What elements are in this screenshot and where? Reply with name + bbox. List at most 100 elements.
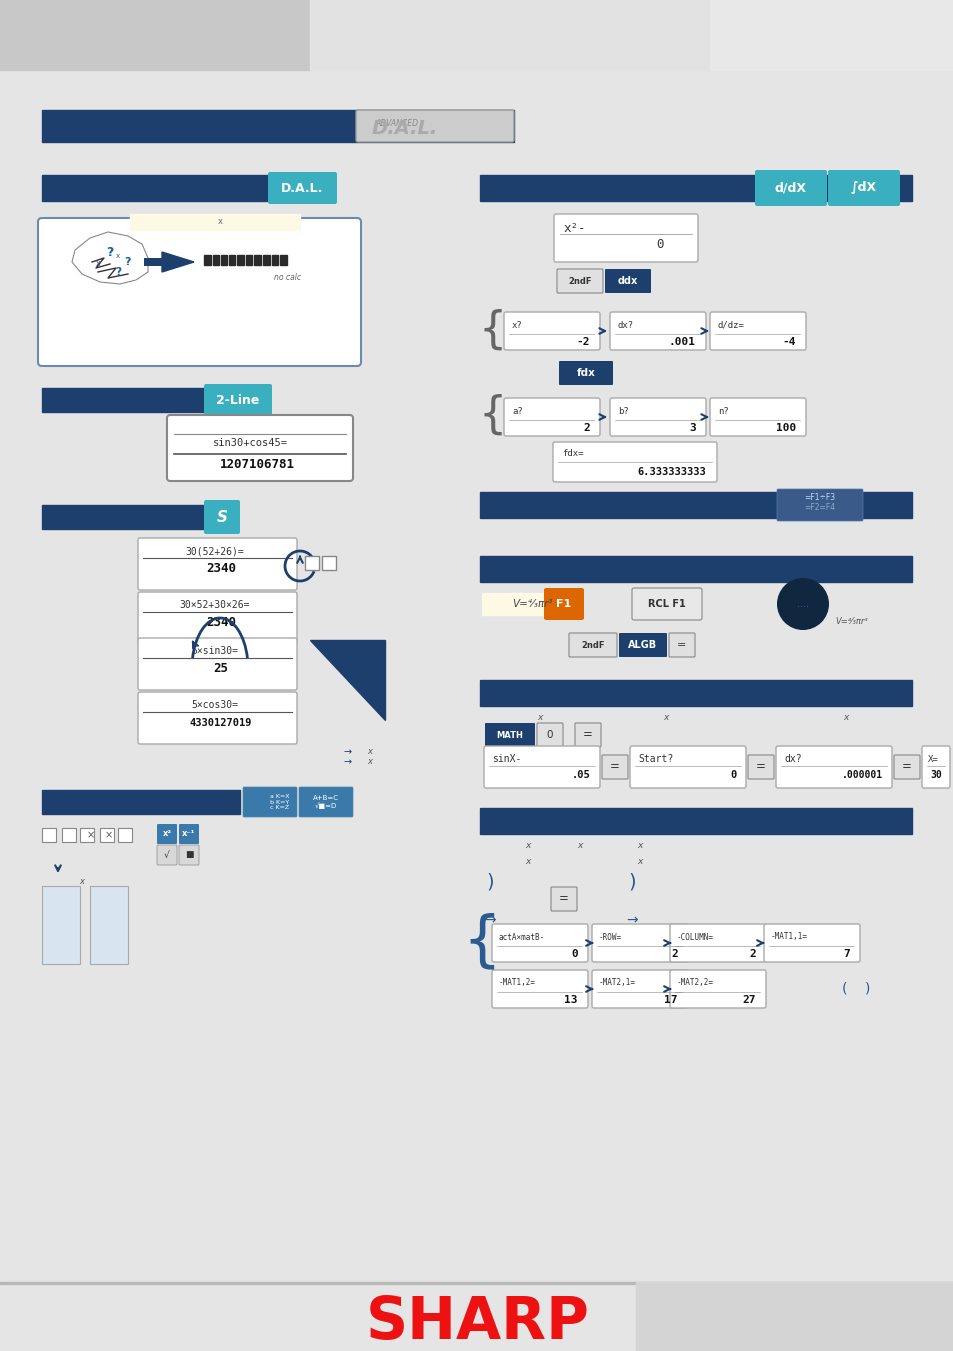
Text: =F2=F4: =F2=F4 [803,504,835,512]
Text: =: = [756,761,765,774]
FancyBboxPatch shape [138,638,296,690]
Text: -4: -4 [781,336,795,347]
Text: x: x [662,713,668,723]
Text: x²-: x²- [563,222,586,235]
Text: =: = [902,761,911,774]
Text: sin30+cos45=: sin30+cos45= [213,438,287,449]
Text: x: x [95,259,100,269]
Bar [229,255,234,265]
Text: a?: a? [512,407,522,416]
Text: ■: ■ [185,851,193,859]
Text: x: x [367,758,372,766]
Bar [709,0,953,70]
Text: 0: 0 [730,770,737,780]
Text: ): ) [486,873,494,892]
Text: =: = [558,893,568,905]
Text: dx?: dx? [618,320,634,330]
Bar [42,109,514,142]
Text: {: { [462,912,501,971]
Bar [479,492,911,517]
Text: x: x [367,747,372,757]
Polygon shape [71,232,148,284]
Text: V=⁴⁄₃πr³: V=⁴⁄₃πr³ [511,598,552,609]
Text: fdx=: fdx= [561,450,583,458]
Text: 7: 7 [842,948,849,959]
Text: 2: 2 [582,423,589,434]
Text: x: x [842,713,848,723]
Text: =: = [609,761,619,774]
Text: dx?: dx? [783,754,801,765]
Text: =F1÷F3: =F1÷F3 [803,493,835,503]
FancyBboxPatch shape [604,269,650,293]
Text: ∫dX: ∫dX [850,181,876,195]
FancyBboxPatch shape [484,723,535,747]
Text: x⁻¹: x⁻¹ [182,830,195,839]
Text: actA×matB-: actA×matB- [498,932,545,942]
Bar [479,557,911,582]
Text: 5×sin30=: 5×sin30= [192,646,238,657]
Text: -MAT2,2=: -MAT2,2= [677,978,713,988]
Text: =: = [677,640,686,650]
Text: X=: X= [927,754,938,763]
Bar [42,828,56,842]
Text: sinX-: sinX- [492,754,521,765]
Text: x: x [637,842,642,851]
Text: 0: 0 [546,730,553,740]
Text: D.A.L.: D.A.L. [372,119,437,139]
Text: 17: 17 [664,994,678,1005]
Bar [272,255,277,265]
FancyBboxPatch shape [668,634,695,657]
Bar [0,0,310,70]
FancyBboxPatch shape [557,269,602,293]
Text: -MAT1,2=: -MAT1,2= [498,978,536,988]
FancyBboxPatch shape [298,788,353,817]
Text: 25: 25 [213,662,229,676]
Text: x: x [79,878,85,886]
Text: 2340: 2340 [206,562,235,576]
Text: .05: .05 [572,770,590,780]
FancyBboxPatch shape [618,634,666,657]
FancyBboxPatch shape [492,970,587,1008]
Text: 0: 0 [656,238,663,250]
Text: →: → [625,913,638,927]
FancyBboxPatch shape [492,924,587,962]
Text: -2: -2 [576,336,589,347]
Text: a K=X
b K=Y
c K=Z: a K=X b K=Y c K=Z [270,793,289,811]
Text: x: x [525,842,530,851]
FancyBboxPatch shape [775,746,891,788]
Text: x: x [525,858,530,866]
FancyBboxPatch shape [157,844,177,865]
Bar [263,255,270,265]
Text: 6.333333333: 6.333333333 [637,467,705,477]
FancyBboxPatch shape [551,888,577,911]
FancyBboxPatch shape [709,312,805,350]
Text: -ROW=: -ROW= [598,932,621,942]
Text: b?: b? [618,407,628,416]
Text: V=⁴⁄₃πr³: V=⁴⁄₃πr³ [835,617,867,627]
FancyBboxPatch shape [138,692,296,744]
Text: 27: 27 [741,994,755,1005]
Text: Start?: Start? [638,754,673,765]
FancyBboxPatch shape [38,218,360,366]
Text: ×: × [105,830,113,840]
FancyBboxPatch shape [631,588,701,620]
Text: ?: ? [125,257,132,267]
FancyBboxPatch shape [243,788,296,817]
Text: 2ndF: 2ndF [568,277,591,285]
Bar [90,886,128,965]
Text: 2ndF: 2ndF [580,640,604,650]
Text: √: √ [164,851,170,859]
Text: ?: ? [106,246,113,258]
FancyBboxPatch shape [179,844,199,865]
Bar [246,255,252,265]
Text: x: x [537,713,542,723]
Text: 13: 13 [564,994,578,1005]
FancyBboxPatch shape [558,361,613,385]
Text: ADVANCED: ADVANCED [375,119,417,128]
Bar [636,1282,953,1351]
FancyBboxPatch shape [669,970,765,1008]
Text: 30×52+30×26=: 30×52+30×26= [179,600,250,611]
FancyBboxPatch shape [204,384,272,416]
Text: fdx: fdx [576,367,595,378]
Text: 0: 0 [571,948,578,959]
